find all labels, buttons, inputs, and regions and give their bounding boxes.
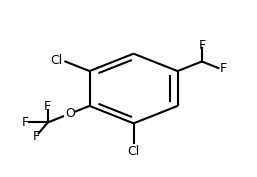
Text: F: F	[198, 39, 205, 52]
Text: F: F	[219, 62, 226, 75]
Text: Cl: Cl	[50, 54, 62, 67]
Text: O: O	[65, 107, 75, 120]
Text: F: F	[21, 116, 29, 129]
Text: F: F	[33, 130, 40, 143]
Text: Cl: Cl	[127, 145, 140, 158]
Text: F: F	[44, 100, 51, 113]
